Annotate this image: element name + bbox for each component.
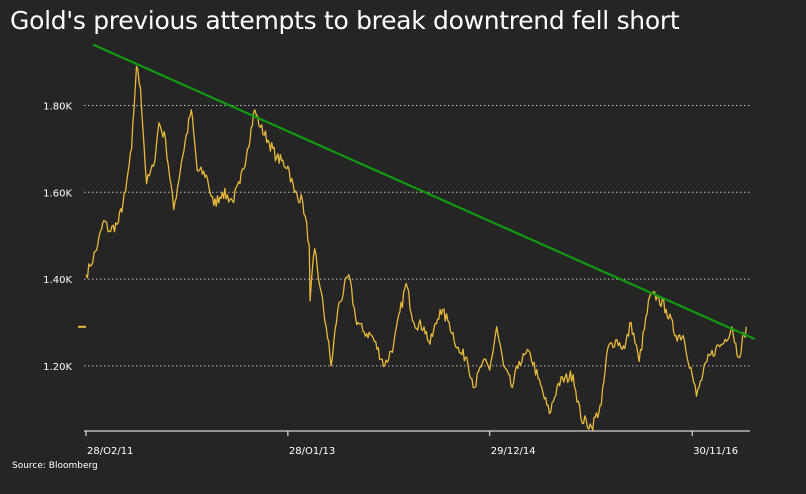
series-downtrend-line <box>92 43 756 340</box>
y-axis: 1.20K 1.40K 1.60K 1.80K <box>43 101 72 372</box>
x-tick-label: 30/11/16 <box>693 446 738 457</box>
series-gold-price <box>85 65 748 431</box>
chart-title: Gold's previous attempts to break downtr… <box>10 6 680 35</box>
gridlines <box>84 104 751 367</box>
source-note: Source: Bloomberg <box>12 461 98 471</box>
series-group <box>85 43 756 431</box>
y-tick-label: 1.20K <box>43 362 72 373</box>
x-axis: 28/O2/11 28/O1/13 29/12/14 30/11/16 <box>85 431 738 457</box>
y-tick-label: 1.40K <box>43 275 72 286</box>
x-tick-label: 28/O2/11 <box>87 446 133 457</box>
x-tick-label: 29/12/14 <box>491 446 536 457</box>
x-tick-label: 28/O1/13 <box>289 446 335 457</box>
y-tick-label: 1.60K <box>43 188 72 199</box>
y-tick-label: 1.80K <box>43 101 72 112</box>
